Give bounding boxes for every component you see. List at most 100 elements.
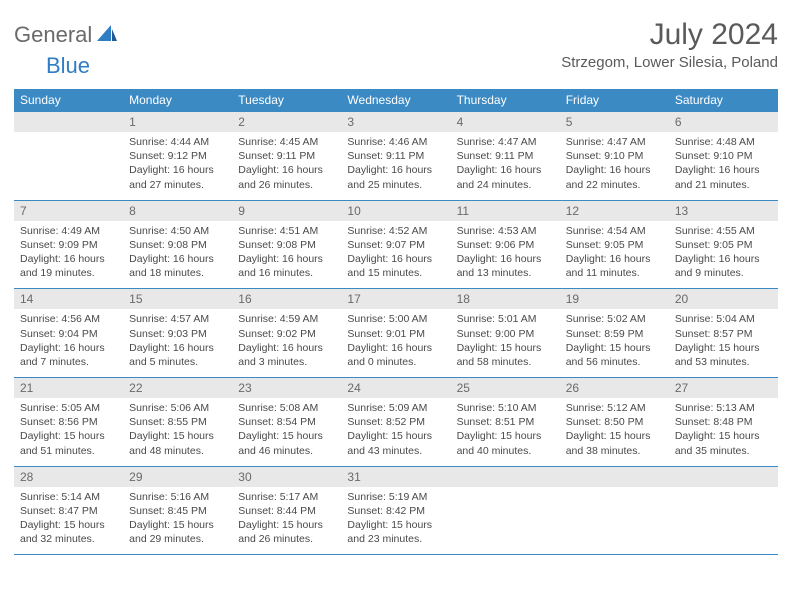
day-number: 17	[341, 289, 450, 309]
calendar-day-cell: 27Sunrise: 5:13 AMSunset: 8:48 PMDayligh…	[669, 378, 778, 467]
day-number: 11	[451, 201, 560, 221]
day-details: Sunrise: 5:13 AMSunset: 8:48 PMDaylight:…	[669, 398, 778, 466]
day-details: Sunrise: 5:04 AMSunset: 8:57 PMDaylight:…	[669, 309, 778, 377]
day-number: 4	[451, 112, 560, 132]
calendar-day-cell: 24Sunrise: 5:09 AMSunset: 8:52 PMDayligh…	[341, 378, 450, 467]
day-details: Sunrise: 5:12 AMSunset: 8:50 PMDaylight:…	[560, 398, 669, 466]
day-details: Sunrise: 4:44 AMSunset: 9:12 PMDaylight:…	[123, 132, 232, 200]
calendar-day-cell: 8Sunrise: 4:50 AMSunset: 9:08 PMDaylight…	[123, 200, 232, 289]
calendar-day-cell: 14Sunrise: 4:56 AMSunset: 9:04 PMDayligh…	[14, 289, 123, 378]
day-number: 23	[232, 378, 341, 398]
calendar-day-cell: 12Sunrise: 4:54 AMSunset: 9:05 PMDayligh…	[560, 200, 669, 289]
day-number: 30	[232, 467, 341, 487]
day-number: 21	[14, 378, 123, 398]
weekday-header: Saturday	[669, 89, 778, 112]
calendar-day-cell	[14, 112, 123, 201]
calendar-day-cell: 26Sunrise: 5:12 AMSunset: 8:50 PMDayligh…	[560, 378, 669, 467]
calendar-week-row: 28Sunrise: 5:14 AMSunset: 8:47 PMDayligh…	[14, 466, 778, 555]
weekday-header: Tuesday	[232, 89, 341, 112]
brand-text-2: Blue	[46, 53, 90, 79]
day-details: Sunrise: 4:55 AMSunset: 9:05 PMDaylight:…	[669, 221, 778, 289]
calendar-day-cell: 22Sunrise: 5:06 AMSunset: 8:55 PMDayligh…	[123, 378, 232, 467]
weekday-header-row: SundayMondayTuesdayWednesdayThursdayFrid…	[14, 89, 778, 112]
brand-text-1: General	[14, 22, 92, 48]
calendar-day-cell: 17Sunrise: 5:00 AMSunset: 9:01 PMDayligh…	[341, 289, 450, 378]
day-details: Sunrise: 4:52 AMSunset: 9:07 PMDaylight:…	[341, 221, 450, 289]
day-details: Sunrise: 4:50 AMSunset: 9:08 PMDaylight:…	[123, 221, 232, 289]
calendar-day-cell: 1Sunrise: 4:44 AMSunset: 9:12 PMDaylight…	[123, 112, 232, 201]
day-number: 7	[14, 201, 123, 221]
day-details: Sunrise: 5:00 AMSunset: 9:01 PMDaylight:…	[341, 309, 450, 377]
month-title: July 2024	[561, 18, 778, 52]
calendar-day-cell: 28Sunrise: 5:14 AMSunset: 8:47 PMDayligh…	[14, 466, 123, 555]
day-number: 1	[123, 112, 232, 132]
day-details: Sunrise: 5:06 AMSunset: 8:55 PMDaylight:…	[123, 398, 232, 466]
calendar-day-cell: 10Sunrise: 4:52 AMSunset: 9:07 PMDayligh…	[341, 200, 450, 289]
calendar-week-row: 7Sunrise: 4:49 AMSunset: 9:09 PMDaylight…	[14, 200, 778, 289]
day-number: 14	[14, 289, 123, 309]
calendar-day-cell	[669, 466, 778, 555]
day-details: Sunrise: 4:51 AMSunset: 9:08 PMDaylight:…	[232, 221, 341, 289]
day-details: Sunrise: 5:08 AMSunset: 8:54 PMDaylight:…	[232, 398, 341, 466]
calendar-day-cell: 21Sunrise: 5:05 AMSunset: 8:56 PMDayligh…	[14, 378, 123, 467]
day-details: Sunrise: 4:53 AMSunset: 9:06 PMDaylight:…	[451, 221, 560, 289]
day-number: 3	[341, 112, 450, 132]
calendar-week-row: 21Sunrise: 5:05 AMSunset: 8:56 PMDayligh…	[14, 378, 778, 467]
calendar-table: SundayMondayTuesdayWednesdayThursdayFrid…	[14, 89, 778, 555]
calendar-day-cell: 15Sunrise: 4:57 AMSunset: 9:03 PMDayligh…	[123, 289, 232, 378]
day-number: 16	[232, 289, 341, 309]
day-details: Sunrise: 5:01 AMSunset: 9:00 PMDaylight:…	[451, 309, 560, 377]
day-details: Sunrise: 4:49 AMSunset: 9:09 PMDaylight:…	[14, 221, 123, 289]
calendar-week-row: 1Sunrise: 4:44 AMSunset: 9:12 PMDaylight…	[14, 112, 778, 201]
calendar-day-cell: 6Sunrise: 4:48 AMSunset: 9:10 PMDaylight…	[669, 112, 778, 201]
day-number: 26	[560, 378, 669, 398]
weekday-header: Thursday	[451, 89, 560, 112]
day-number: 25	[451, 378, 560, 398]
day-number: 5	[560, 112, 669, 132]
calendar-week-row: 14Sunrise: 4:56 AMSunset: 9:04 PMDayligh…	[14, 289, 778, 378]
calendar-day-cell: 7Sunrise: 4:49 AMSunset: 9:09 PMDaylight…	[14, 200, 123, 289]
calendar-day-cell: 18Sunrise: 5:01 AMSunset: 9:00 PMDayligh…	[451, 289, 560, 378]
calendar-day-cell: 16Sunrise: 4:59 AMSunset: 9:02 PMDayligh…	[232, 289, 341, 378]
calendar-day-cell: 31Sunrise: 5:19 AMSunset: 8:42 PMDayligh…	[341, 466, 450, 555]
day-number: 8	[123, 201, 232, 221]
calendar-day-cell: 19Sunrise: 5:02 AMSunset: 8:59 PMDayligh…	[560, 289, 669, 378]
day-details: Sunrise: 4:45 AMSunset: 9:11 PMDaylight:…	[232, 132, 341, 200]
calendar-day-cell: 5Sunrise: 4:47 AMSunset: 9:10 PMDaylight…	[560, 112, 669, 201]
day-number: 22	[123, 378, 232, 398]
day-details: Sunrise: 5:17 AMSunset: 8:44 PMDaylight:…	[232, 487, 341, 555]
day-number: 10	[341, 201, 450, 221]
day-details: Sunrise: 4:54 AMSunset: 9:05 PMDaylight:…	[560, 221, 669, 289]
calendar-day-cell: 25Sunrise: 5:10 AMSunset: 8:51 PMDayligh…	[451, 378, 560, 467]
day-details: Sunrise: 4:47 AMSunset: 9:11 PMDaylight:…	[451, 132, 560, 200]
calendar-day-cell: 9Sunrise: 4:51 AMSunset: 9:08 PMDaylight…	[232, 200, 341, 289]
day-number: 18	[451, 289, 560, 309]
day-details: Sunrise: 4:46 AMSunset: 9:11 PMDaylight:…	[341, 132, 450, 200]
day-details: Sunrise: 5:16 AMSunset: 8:45 PMDaylight:…	[123, 487, 232, 555]
day-number: 29	[123, 467, 232, 487]
day-details: Sunrise: 5:10 AMSunset: 8:51 PMDaylight:…	[451, 398, 560, 466]
day-number-empty	[669, 467, 778, 487]
calendar-day-cell	[451, 466, 560, 555]
day-number: 6	[669, 112, 778, 132]
day-number: 9	[232, 201, 341, 221]
calendar-day-cell: 11Sunrise: 4:53 AMSunset: 9:06 PMDayligh…	[451, 200, 560, 289]
day-details: Sunrise: 4:59 AMSunset: 9:02 PMDaylight:…	[232, 309, 341, 377]
day-details: Sunrise: 4:48 AMSunset: 9:10 PMDaylight:…	[669, 132, 778, 200]
brand-logo: General	[14, 22, 119, 48]
day-number-empty	[451, 467, 560, 487]
calendar-day-cell: 30Sunrise: 5:17 AMSunset: 8:44 PMDayligh…	[232, 466, 341, 555]
day-number-empty	[560, 467, 669, 487]
brand-sail-icon	[97, 25, 117, 48]
day-details: Sunrise: 5:02 AMSunset: 8:59 PMDaylight:…	[560, 309, 669, 377]
day-number: 12	[560, 201, 669, 221]
day-number: 19	[560, 289, 669, 309]
calendar-day-cell	[560, 466, 669, 555]
calendar-day-cell: 4Sunrise: 4:47 AMSunset: 9:11 PMDaylight…	[451, 112, 560, 201]
day-number: 15	[123, 289, 232, 309]
weekday-header: Wednesday	[341, 89, 450, 112]
day-number: 24	[341, 378, 450, 398]
weekday-header: Monday	[123, 89, 232, 112]
day-details: Sunrise: 5:19 AMSunset: 8:42 PMDaylight:…	[341, 487, 450, 555]
weekday-header: Friday	[560, 89, 669, 112]
